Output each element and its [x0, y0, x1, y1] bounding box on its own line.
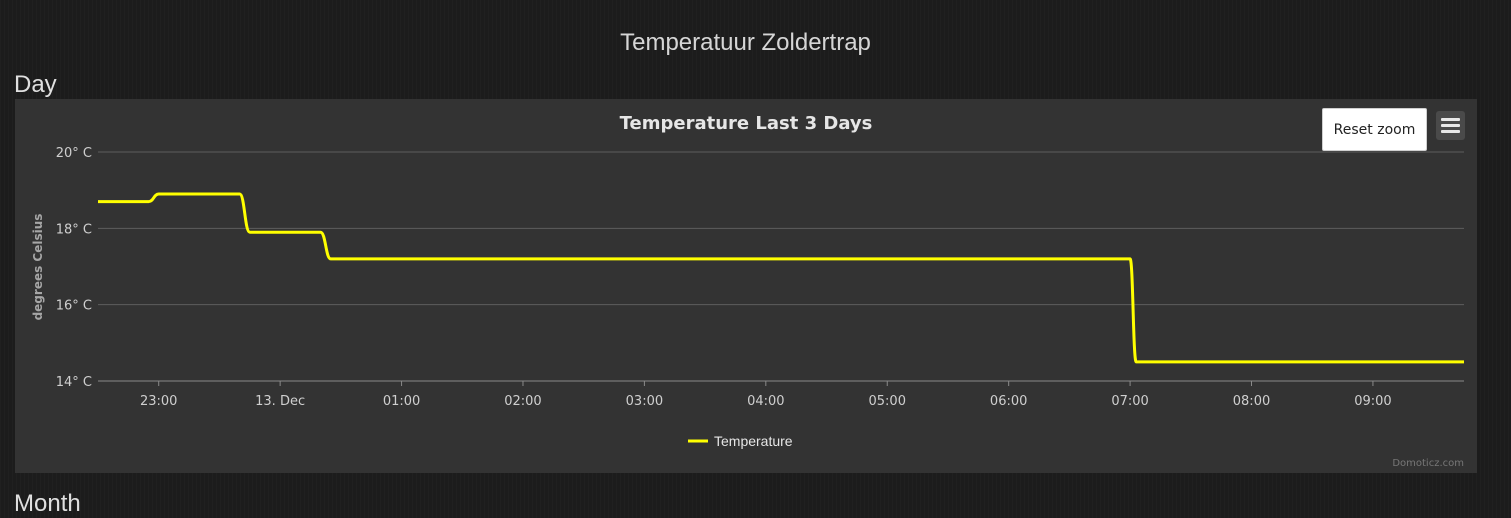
y-tick-label: 20° C — [56, 146, 92, 161]
x-tick-label: 04:00 — [747, 394, 784, 409]
x-tick-label: 02:00 — [504, 394, 541, 409]
chart-title: Temperature Last 3 Days — [620, 113, 873, 134]
legend-label: Temperature — [714, 433, 793, 449]
y-tick-label: 14° C — [56, 375, 92, 390]
y-axis-title: degrees Celsius — [31, 214, 45, 321]
x-tick-label: 05:00 — [869, 394, 906, 409]
series-line-temperature[interactable] — [98, 192, 1464, 364]
x-tick-label: 03:00 — [626, 394, 663, 409]
x-tick-label: 13. Dec — [255, 394, 305, 409]
y-tick-label: 18° C — [56, 222, 92, 237]
x-tick-label: 08:00 — [1233, 394, 1270, 409]
x-tick-label: 06:00 — [990, 394, 1027, 409]
x-tick-label: 23:00 — [140, 394, 177, 409]
x-tick-label: 09:00 — [1354, 394, 1391, 409]
section-title-day: Day — [14, 71, 57, 98]
x-tick-label: 07:00 — [1111, 394, 1148, 409]
chart-panel: Temperature Last 3 Days 20° C 18° C 16° C 1… — [15, 99, 1477, 473]
x-tick-label: 01:00 — [383, 394, 420, 409]
page-title: Temperatuur Zoldertrap — [620, 29, 871, 56]
section-title-month: Month — [14, 490, 81, 517]
hamburger-menu-icon[interactable] — [1436, 111, 1465, 140]
reset-zoom-button[interactable]: Reset zoom — [1322, 108, 1427, 151]
y-tick-label: 16° C — [56, 299, 92, 314]
legend-item-temperature[interactable]: Temperature — [688, 433, 793, 449]
credit-link[interactable]: Domoticz.com — [1392, 458, 1464, 469]
temperature-chart[interactable]: Temperature Last 3 Days 20° C 18° C 16° C 1… — [15, 99, 1477, 473]
